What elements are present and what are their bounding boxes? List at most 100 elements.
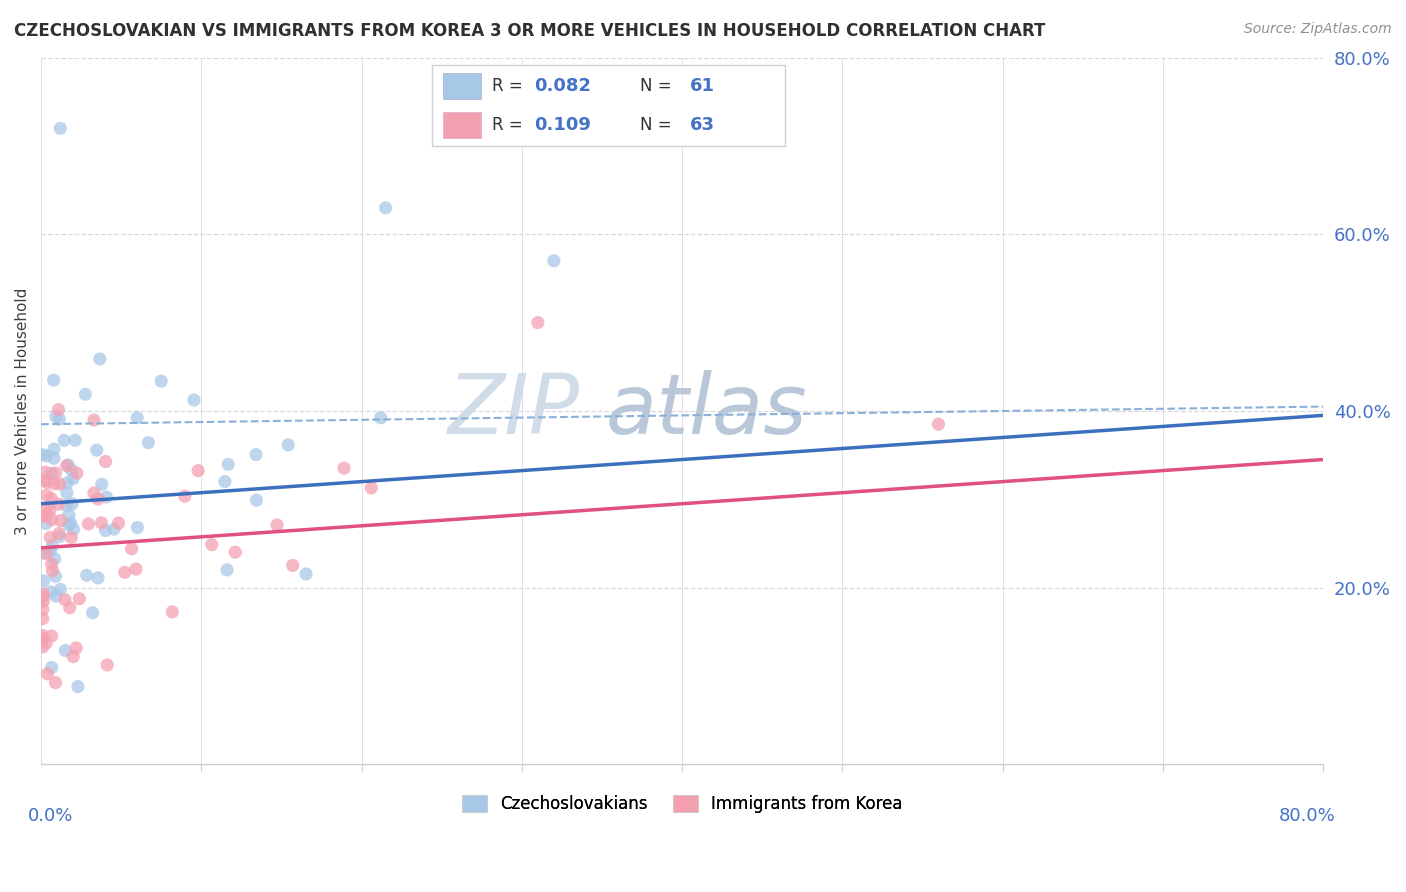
Point [49, 582, 72, 597]
Point [45, 409, 67, 424]
Point [42, 373, 65, 387]
Point [31, 628, 53, 642]
Point [32, 574, 55, 588]
Point [42, 476, 65, 491]
Point [67, 591, 90, 606]
Point [125, 562, 148, 576]
Point [35, 636, 58, 650]
Point [53, 643, 76, 657]
Point [138, 435, 160, 450]
Point [114, 566, 136, 580]
Point [62, 472, 84, 486]
Point [31, 632, 53, 646]
Point [59, 516, 82, 531]
Point [31, 640, 53, 654]
Point [48, 497, 70, 511]
Point [224, 545, 246, 559]
Point [44, 675, 66, 690]
Point [94, 454, 117, 468]
Text: 80.0%: 80.0% [1279, 806, 1336, 825]
Point [39, 503, 62, 517]
Legend: Czechoslovakians, Immigrants from Korea: Czechoslovakians, Immigrants from Korea [456, 788, 910, 820]
Point [39, 543, 62, 558]
Point [103, 522, 125, 536]
Point [66, 680, 89, 694]
Point [35, 475, 58, 490]
Point [35, 488, 58, 502]
Point [41, 513, 63, 527]
Point [60, 497, 83, 511]
Point [42, 442, 65, 456]
Point [42, 451, 65, 466]
Point [55, 458, 77, 473]
Text: Source: ZipAtlas.com: Source: ZipAtlas.com [1244, 22, 1392, 37]
Point [34, 473, 56, 487]
Point [162, 605, 184, 619]
Point [527, 316, 550, 330]
Point [31, 448, 53, 462]
Point [49, 514, 72, 528]
Point [127, 410, 149, 425]
Point [41, 629, 63, 643]
Point [90, 477, 112, 491]
Point [41, 467, 63, 481]
Point [87, 571, 110, 585]
Point [187, 464, 209, 478]
Point [83, 486, 105, 500]
Point [56, 475, 79, 490]
Point [35, 516, 58, 531]
Point [65, 640, 87, 655]
Point [31, 509, 53, 524]
Point [87, 491, 110, 506]
Point [150, 374, 173, 388]
Point [62, 523, 84, 537]
Point [37, 666, 59, 681]
Point [83, 413, 105, 427]
Point [127, 520, 149, 534]
Point [49, 529, 72, 543]
Point [31, 591, 53, 605]
Point [35, 547, 58, 561]
Point [39, 491, 62, 506]
Point [32, 546, 55, 560]
Point [45, 569, 67, 583]
Point [32, 594, 55, 608]
Point [41, 557, 63, 571]
Point [48, 402, 70, 417]
Point [53, 434, 76, 448]
Text: ZIP: ZIP [447, 370, 579, 451]
Point [183, 392, 205, 407]
Point [56, 485, 79, 500]
Point [76, 568, 98, 582]
Point [370, 410, 392, 425]
Point [75, 387, 97, 401]
Point [32, 587, 55, 601]
Point [41, 539, 63, 553]
Point [55, 499, 77, 513]
Point [44, 551, 66, 566]
Point [45, 589, 67, 603]
Point [201, 538, 224, 552]
Point [60, 531, 83, 545]
Point [174, 489, 197, 503]
Point [266, 518, 288, 533]
Point [60, 463, 83, 477]
Point [62, 649, 84, 664]
Point [333, 461, 356, 475]
Point [63, 434, 86, 448]
Point [121, 541, 143, 556]
Point [58, 508, 80, 522]
Point [360, 481, 382, 495]
Point [31, 612, 53, 626]
Point [35, 449, 58, 463]
Point [215, 563, 238, 577]
Point [39, 585, 62, 599]
Point [86, 443, 108, 458]
Point [295, 566, 318, 581]
Point [96, 490, 118, 504]
Point [245, 448, 267, 462]
Text: 0.0%: 0.0% [28, 806, 73, 825]
Point [48, 477, 70, 491]
Point [90, 516, 112, 530]
Point [82, 606, 104, 620]
